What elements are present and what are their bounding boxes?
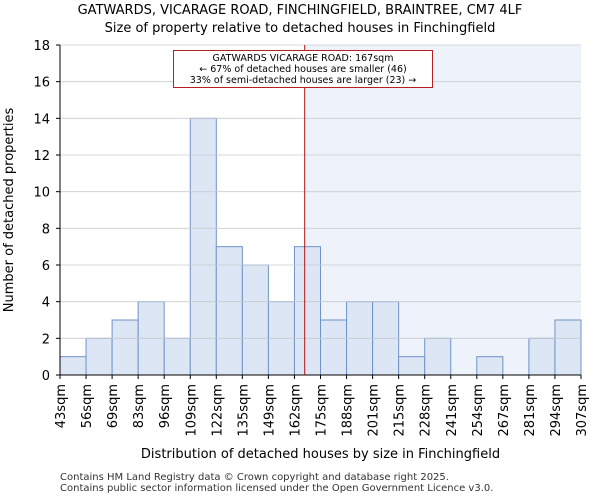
histogram-bar — [59, 356, 87, 376]
x-tick-label: 175sqm — [315, 384, 330, 437]
property-annotation-box: GATWARDS VICARAGE ROAD: 167sqm ← 67% of … — [173, 50, 433, 88]
y-tick-label: 2 — [42, 332, 50, 347]
x-tick-label: 162sqm — [288, 384, 303, 437]
x-tick-label: 228sqm — [419, 384, 434, 437]
x-tick-label: 241sqm — [445, 384, 460, 437]
histogram-bar — [189, 117, 217, 376]
x-tick-label: 267sqm — [497, 384, 512, 437]
footer-line1: Contains HM Land Registry data © Crown c… — [60, 472, 449, 483]
x-tick-label: 56sqm — [80, 384, 95, 428]
annotation-line3: 33% of semi-detached houses are larger (… — [189, 75, 417, 86]
chart-title-line2: Size of property relative to detached ho… — [104, 21, 496, 36]
x-tick-label: 109sqm — [184, 384, 199, 437]
x-tick-label: 294sqm — [549, 384, 564, 437]
annotation-line1: GATWARDS VICARAGE ROAD: 167sqm — [212, 53, 394, 64]
histogram-bar — [554, 319, 582, 376]
histogram-bar — [241, 264, 269, 376]
y-tick-label: 14 — [33, 112, 50, 127]
x-tick-label: 281sqm — [523, 384, 538, 437]
x-tick-label: 307sqm — [575, 384, 590, 437]
x-axis-label: Distribution of detached houses by size … — [141, 447, 500, 462]
histogram-bar — [111, 319, 139, 376]
y-tick-label: 8 — [42, 222, 50, 237]
histogram-bar — [476, 356, 504, 376]
histogram-bar — [320, 319, 348, 376]
x-tick-label: 69sqm — [106, 384, 121, 428]
y-tick-label: 10 — [33, 186, 50, 201]
y-tick-label: 12 — [33, 149, 50, 164]
histogram-bar — [398, 356, 426, 376]
x-tick-label: 188sqm — [341, 384, 356, 437]
attribution-footer: Contains HM Land Registry data © Crown c… — [60, 472, 493, 494]
x-tick-label: 201sqm — [367, 384, 382, 437]
x-tick-label: 43sqm — [54, 384, 69, 428]
annotation-line2: ← 67% of detached houses are smaller (46… — [199, 64, 407, 75]
histogram-bar — [528, 337, 556, 376]
chart-title-line1: GATWARDS, VICARAGE ROAD, FINCHINGFIELD, … — [77, 3, 523, 18]
chart-title: GATWARDS, VICARAGE ROAD, FINCHINGFIELD, … — [0, 2, 600, 38]
x-tick-label: 135sqm — [236, 384, 251, 437]
histogram-bar — [293, 246, 322, 376]
histogram-bar — [215, 246, 243, 376]
x-tick-label: 122sqm — [210, 384, 225, 437]
footer-line2: Contains public sector information licen… — [60, 483, 494, 494]
y-axis-label: Number of detached properties — [2, 108, 17, 313]
y-tick-label: 16 — [33, 76, 50, 91]
x-tick-label: 254sqm — [471, 384, 486, 437]
y-tick-label: 6 — [42, 259, 50, 274]
histogram-bar — [424, 337, 452, 376]
histogram-bar — [163, 337, 191, 376]
y-tick-label: 4 — [42, 296, 50, 311]
y-tick-label: 18 — [33, 39, 50, 54]
x-tick-label: 96sqm — [158, 384, 173, 428]
x-tick-label: 149sqm — [262, 384, 277, 437]
x-tick-label: 215sqm — [393, 384, 408, 437]
histogram-bar — [85, 337, 113, 376]
x-tick-label: 83sqm — [132, 384, 147, 428]
y-tick-label: 0 — [42, 369, 50, 384]
